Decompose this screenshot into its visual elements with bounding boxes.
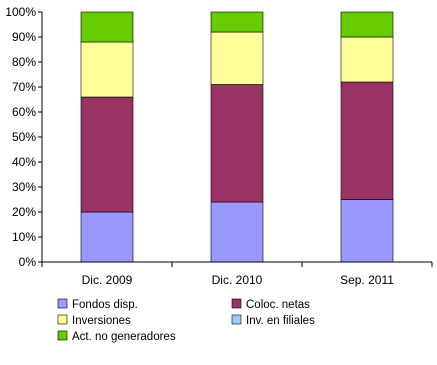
y-tick-label: 80% [12, 55, 36, 69]
y-tick-label: 70% [12, 80, 36, 94]
y-tick-label: 30% [12, 180, 36, 194]
y-tick-label: 90% [12, 30, 36, 44]
y-tick-label: 50% [12, 130, 36, 144]
legend-label: Inv. en filiales [246, 315, 315, 327]
legend-swatch [231, 298, 242, 309]
legend-label: Coloc. netas [246, 299, 310, 311]
legend-label: Inversiones [72, 315, 131, 327]
bar-segment [80, 211, 134, 263]
legend-swatch [57, 330, 68, 341]
y-tick-label: 10% [12, 230, 36, 244]
legend-label: Fondos disp. [72, 299, 138, 311]
bar-segment [340, 81, 394, 200]
y-axis: 0% 10% 20% 30% 40% 50% 60% 70% 80% 90% 100% [5, 5, 43, 269]
bars [80, 11, 394, 263]
bar-segment [340, 199, 394, 263]
bar-segment [210, 84, 264, 203]
x-tick-label: Sep. 2011 [340, 273, 394, 287]
y-tick-label: 100% [5, 5, 36, 19]
legend-label: Act. no generadores [72, 331, 176, 343]
y-tick-label: 20% [12, 205, 36, 219]
bar-segment [80, 11, 134, 43]
legend-swatch [57, 314, 68, 325]
bar-segment [340, 11, 394, 38]
y-tick-label: 60% [12, 105, 36, 119]
legend-swatch [57, 298, 68, 309]
bar-segment [210, 11, 264, 33]
x-tick-label: Dic. 2010 [212, 273, 263, 287]
y-tick-label: 40% [12, 155, 36, 169]
bar-segment [210, 201, 264, 263]
bar-segment [340, 36, 394, 83]
y-tick-label: 0% [19, 255, 37, 269]
legend: Fondos disp. Coloc. netas Inversiones Inv. … [57, 298, 315, 343]
bar-segment [80, 96, 134, 213]
x-tick-label: Dic. 2009 [82, 273, 133, 287]
legend-swatch [231, 314, 242, 325]
x-axis: Dic. 2009 Dic. 2010 Sep. 2011 [41, 261, 433, 287]
bar-segment [80, 41, 134, 98]
bar-segment [210, 31, 264, 85]
